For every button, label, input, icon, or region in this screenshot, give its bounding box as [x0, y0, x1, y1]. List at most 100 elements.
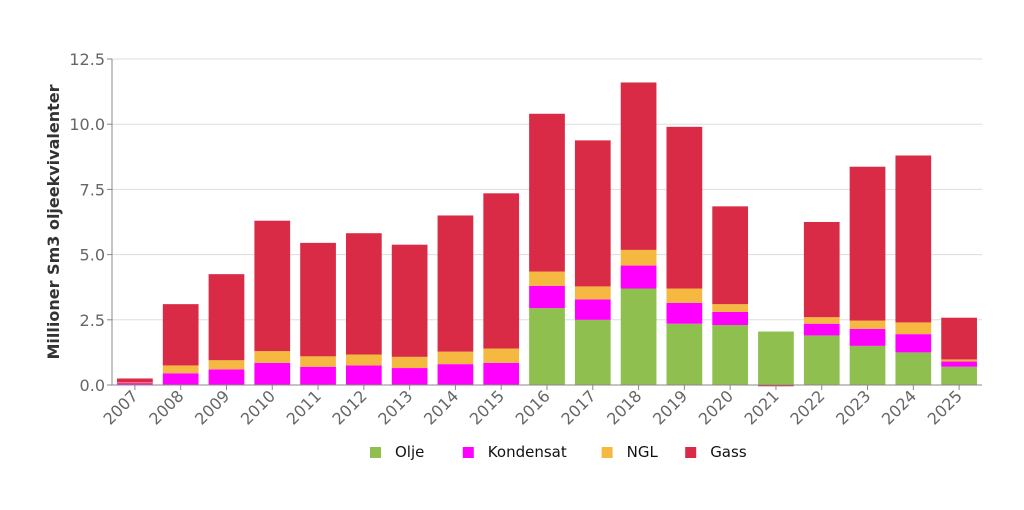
x-tick-label: 2013 [374, 386, 416, 428]
x-tick-label: 2007 [99, 386, 141, 428]
bar-gass-2013 [391, 244, 428, 357]
bar-olje-2016 [529, 308, 565, 385]
bar-gass-2017 [574, 140, 611, 287]
bar-kondensat-2013 [391, 368, 428, 385]
bar-kondensat-2014 [437, 364, 474, 385]
x-tick-labels: 2007 2008 2009 2010 2011 2012 2013 2014 2015 2016… [99, 385, 966, 429]
bar-gass-2014 [437, 215, 474, 352]
legend-label: NGL [627, 443, 659, 461]
x-tick-label: 2022 [786, 386, 828, 428]
bar-kondensat-2007 [117, 382, 153, 385]
legend-label: Kondensat [488, 443, 567, 461]
x-tick-label: 2009 [191, 386, 233, 428]
legend-item-ngl: NGL [601, 443, 659, 461]
bar-ngl-2009 [208, 360, 245, 370]
bar-kondensat-2010 [254, 362, 291, 385]
bar-olje-2019 [666, 323, 703, 385]
bar-ngl-2015 [483, 348, 520, 363]
y-tick-label: 10.0 [69, 115, 105, 134]
bar-gass-2015 [483, 193, 520, 349]
y-tick-label: 5.0 [80, 246, 105, 265]
x-tick-label: 2015 [466, 386, 508, 428]
bar-gass-2012 [345, 233, 382, 355]
bar-ngl-2013 [391, 356, 428, 369]
x-tick-label: 2010 [237, 386, 279, 428]
x-tick-label: 2016 [512, 386, 554, 428]
bar-ngl-2020 [712, 304, 749, 312]
bar-gass-2022 [803, 222, 840, 318]
bar-kondensat-2011 [300, 366, 336, 385]
bar-ngl-2016 [529, 271, 565, 286]
x-tick-label: 2024 [878, 386, 920, 428]
bar-kondensat-2016 [529, 285, 565, 309]
bar-gass-2019 [666, 126, 703, 289]
bar-olje-2023 [849, 345, 886, 385]
legend-item-olje: Olje [370, 443, 424, 461]
bar-olje-2017 [574, 319, 611, 385]
legend-swatch [685, 447, 697, 458]
bar-gass-2025 [941, 317, 977, 360]
x-tick-label: 2019 [649, 386, 691, 428]
x-tick-label: 2025 [924, 386, 966, 428]
bar-kondensat-2012 [345, 365, 382, 385]
x-tick-label: 2017 [557, 386, 599, 428]
x-tick-label: 2023 [832, 386, 874, 428]
legend-label: Olje [395, 443, 424, 461]
x-tick-label: 2012 [328, 386, 370, 428]
y-tick-label: 0.0 [80, 376, 105, 395]
bar-gass-2024 [895, 155, 932, 323]
bar-kondensat-2020 [712, 311, 749, 326]
legend-item-gass: Gass [685, 443, 747, 461]
bar-ngl-2010 [254, 351, 291, 363]
bar-gass-2016 [529, 113, 565, 272]
bar-gass-2023 [849, 166, 886, 321]
bar-kondensat-2023 [849, 328, 886, 346]
bar-kondensat-2017 [574, 299, 611, 320]
x-tick-label: 2021 [741, 386, 783, 428]
legend-swatch [370, 447, 381, 458]
bar-gass-2018 [620, 82, 657, 250]
bar-gass-2009 [208, 274, 245, 361]
y-tick-labels: 0.0 2.5 5.0 7.5 10.0 12.5 [69, 50, 112, 395]
x-tick-label: 2014 [420, 386, 462, 428]
bar-kondensat-2008 [162, 373, 199, 385]
bar-olje-2021 [758, 331, 794, 385]
bar-olje-2020 [712, 325, 749, 385]
y-tick-label: 12.5 [69, 50, 105, 69]
x-tick-label: 2020 [695, 386, 737, 428]
bar-olje-2025 [941, 366, 977, 385]
bar-kondensat-2018 [620, 265, 657, 289]
bar-ngl-2007 [117, 382, 153, 384]
legend-swatch [601, 447, 613, 458]
y-tick-label: 7.5 [80, 180, 105, 199]
legend-label: Gass [710, 443, 747, 461]
bar-olje-2024 [895, 352, 932, 385]
bar-ngl-2011 [300, 356, 336, 367]
legend: Olje Kondensat NGL Gass [370, 443, 747, 461]
legend-swatch [462, 447, 474, 458]
bar-kondensat-2019 [666, 302, 703, 324]
bar-kondensat-2022 [803, 323, 840, 336]
bar-gass-2020 [712, 206, 749, 305]
bar-ngl-2025 [941, 359, 977, 362]
bar-ngl-2008 [162, 365, 199, 374]
x-tick-label: 2018 [603, 386, 645, 428]
bar-ngl-2022 [803, 317, 840, 324]
bar-gass-2008 [162, 304, 199, 366]
bar-ngl-2012 [345, 354, 382, 366]
bar-kondensat-2025 [941, 361, 977, 367]
bar-kondensat-2009 [208, 369, 245, 385]
bar-ngl-2023 [849, 320, 886, 329]
bar-ngl-2014 [437, 351, 474, 365]
bar-ngl-2024 [895, 322, 932, 335]
bar-olje-2018 [620, 288, 657, 385]
x-tick-label: 2008 [145, 386, 187, 428]
bar-kondensat-2024 [895, 334, 932, 353]
bar-gass-2010 [254, 220, 291, 352]
bar-gass-2007 [117, 378, 153, 383]
legend-item-kondensat: Kondensat [462, 443, 567, 461]
bar-kondensat-2015 [483, 362, 520, 385]
bar-ngl-2019 [666, 288, 703, 303]
y-tick-label: 2.5 [80, 311, 105, 330]
